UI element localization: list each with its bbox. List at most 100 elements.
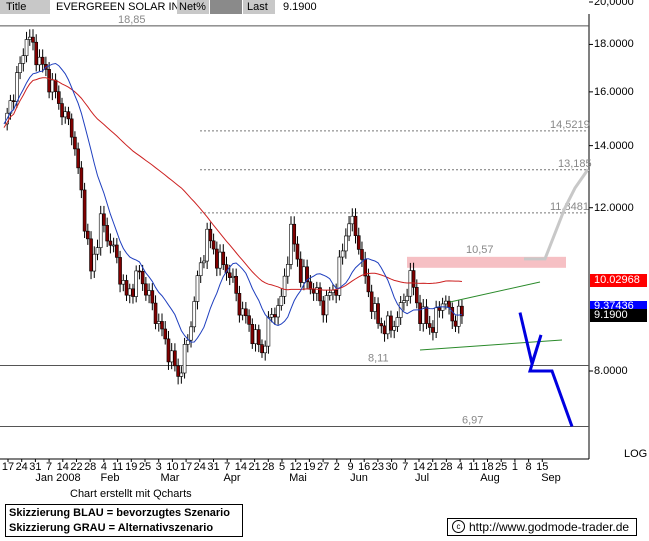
header-symbol-cell: EVERGREEN SOLAR INC xyxy=(52,0,187,14)
candle xyxy=(379,323,384,327)
header-netpct-value xyxy=(210,0,242,14)
candle xyxy=(418,302,422,324)
source-url-box[interactable]: c http://www.godmode-trader.de xyxy=(447,518,637,536)
x-day-label: 31 xyxy=(29,461,41,473)
ma-blue-line xyxy=(3,62,463,343)
candle xyxy=(411,270,416,288)
candle xyxy=(424,306,429,324)
candle xyxy=(437,307,442,311)
candle xyxy=(118,257,122,285)
x-day-label: 27 xyxy=(317,461,329,473)
level-label: 11,8481 xyxy=(550,201,589,213)
x-day-label: 21 xyxy=(248,461,260,473)
candle xyxy=(24,39,29,57)
candle xyxy=(102,213,106,226)
x-day-label: 23 xyxy=(372,461,384,473)
candle xyxy=(395,317,400,327)
candle xyxy=(153,302,158,324)
x-day-label: 7 xyxy=(402,461,408,473)
resistance-zone xyxy=(407,256,566,268)
x-day-label: 30 xyxy=(385,461,397,473)
header-title-label: Title xyxy=(6,1,27,13)
candle xyxy=(269,314,274,318)
candle xyxy=(34,41,39,66)
copyright-icon: c xyxy=(452,520,465,534)
candle xyxy=(453,320,458,327)
candle xyxy=(402,300,406,303)
legend-grey-scenario: Skizzierung GRAU = Alternativszenario xyxy=(9,522,214,534)
x-month-label: Aug xyxy=(480,472,500,484)
x-day-label: 4 xyxy=(457,461,463,473)
candle xyxy=(450,307,455,322)
chart-credit: Chart erstellt mit Qcharts xyxy=(70,488,192,500)
candle xyxy=(150,290,155,304)
candle xyxy=(105,225,109,242)
x-month-label: Mai xyxy=(289,472,307,484)
header-last-value: 9.1900 xyxy=(283,1,317,13)
candle xyxy=(73,136,77,150)
x-day-label: 12 xyxy=(290,461,302,473)
x-day-label: 7 xyxy=(224,461,230,473)
candle xyxy=(344,235,348,252)
candle xyxy=(295,243,300,260)
candle xyxy=(111,244,116,247)
candle xyxy=(340,250,345,258)
candle xyxy=(253,329,258,345)
y-tick-label: 14.0000 xyxy=(594,139,634,152)
ma-red-value-text: 10.02968 xyxy=(594,274,640,286)
candle xyxy=(163,328,168,340)
candle xyxy=(318,287,322,302)
level-label: 18,85 xyxy=(118,14,146,26)
x-day-label: 19 xyxy=(125,461,137,473)
y-tick-label: 18.0000 xyxy=(594,38,634,51)
x-day-label: 8 xyxy=(526,461,532,473)
candle xyxy=(392,326,397,331)
scenario-legend: Skizzierung BLAU = bevorzugtes Szenario … xyxy=(5,504,243,537)
x-day-label: 5 xyxy=(279,461,285,473)
x-day-label: 7 xyxy=(46,461,52,473)
x-day-label: 31 xyxy=(207,461,219,473)
candle xyxy=(240,308,245,316)
x-day-label: 14 xyxy=(235,461,247,473)
x-month-label: Apr xyxy=(223,472,240,484)
candle xyxy=(127,288,132,296)
candle xyxy=(298,258,303,283)
candle xyxy=(182,344,187,374)
candle xyxy=(285,264,290,277)
candle xyxy=(385,315,390,335)
candle xyxy=(250,324,255,345)
ma-red-value-badge: 10.02968 xyxy=(590,274,647,287)
candle xyxy=(337,256,342,296)
candle xyxy=(60,103,64,118)
level-label: 10,57 xyxy=(466,244,494,256)
candle xyxy=(11,100,16,102)
x-day-label: 14 xyxy=(413,461,425,473)
candle xyxy=(37,56,42,66)
candle xyxy=(121,280,126,285)
candle xyxy=(18,63,22,74)
candle xyxy=(160,321,164,330)
candle xyxy=(108,240,113,246)
x-day-label: 21 xyxy=(427,461,439,473)
header-last-label: Last xyxy=(247,1,268,13)
candle xyxy=(189,326,193,341)
x-day-label: 17 xyxy=(180,461,192,473)
candle xyxy=(356,235,361,250)
x-day-label: 28 xyxy=(84,461,96,473)
candle xyxy=(373,303,377,312)
x-month-label: Jul xyxy=(415,472,429,484)
candle xyxy=(95,247,100,255)
header-symbol-name: EVERGREEN SOLAR INC xyxy=(56,1,188,13)
candle xyxy=(50,79,55,93)
candle xyxy=(237,293,242,316)
candle xyxy=(192,301,197,328)
candle xyxy=(460,305,464,317)
candle xyxy=(353,215,358,236)
source-url[interactable]: http://www.godmode-trader.de xyxy=(469,520,630,534)
candle xyxy=(198,262,203,276)
candle xyxy=(92,253,97,272)
candle xyxy=(173,350,177,367)
x-month-label: Sep xyxy=(541,472,561,484)
x-day-label: 1 xyxy=(512,461,518,473)
